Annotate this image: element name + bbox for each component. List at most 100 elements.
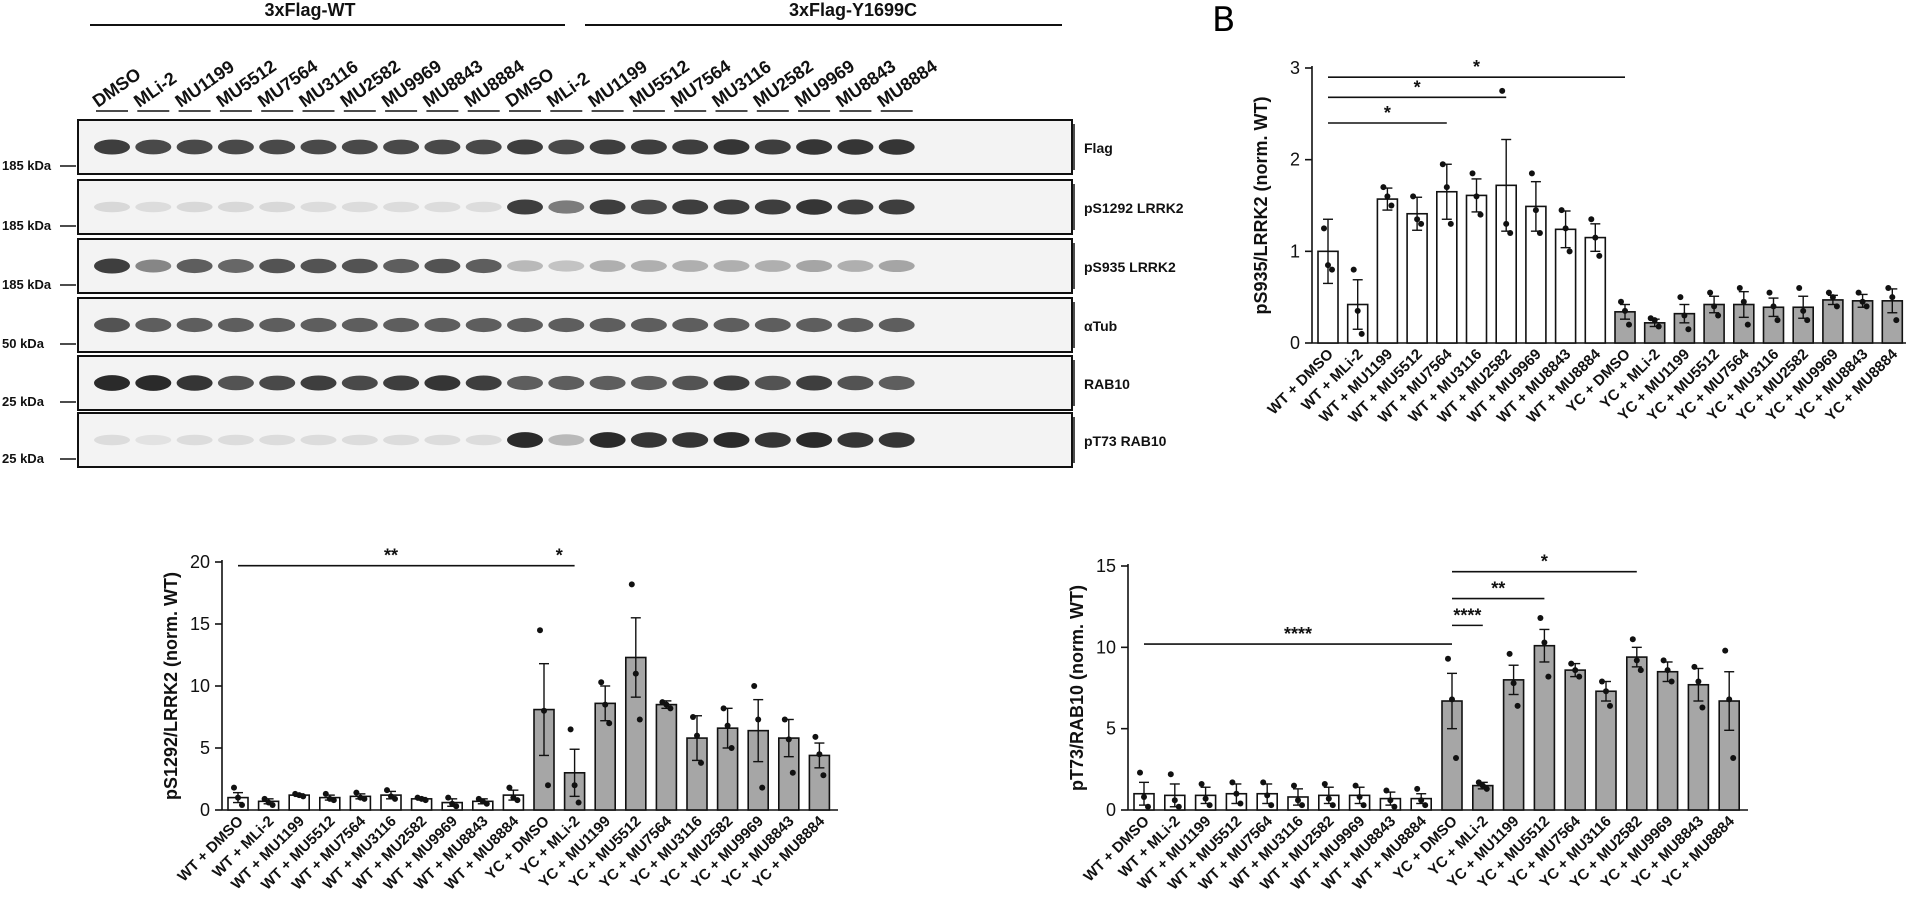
data-point [602, 701, 609, 708]
blot-band [878, 317, 915, 333]
blot-band [341, 434, 378, 446]
blot-band [259, 258, 296, 274]
data-point [1237, 800, 1244, 807]
data-point [755, 716, 762, 723]
data-point [1562, 225, 1569, 232]
data-point [1774, 317, 1781, 324]
data-point [1380, 184, 1387, 191]
blot-band [507, 432, 543, 448]
data-point [1503, 220, 1510, 227]
data-point [445, 794, 452, 801]
data-point [663, 701, 670, 708]
blot-band [796, 317, 833, 333]
blot-band [796, 432, 833, 448]
blot-band [878, 259, 915, 273]
data-point [1736, 285, 1743, 291]
marker-label: 50 kDa [2, 336, 45, 351]
row-label: pS1292 LRRK2 [1084, 200, 1184, 216]
data-point [1329, 802, 1336, 809]
data-point [1568, 660, 1575, 667]
y-tick-label: 0 [200, 800, 210, 820]
data-point [1145, 803, 1151, 810]
blot-band [94, 434, 130, 446]
blot-band [589, 432, 626, 448]
blot-band [341, 201, 378, 213]
blot-band [878, 432, 915, 448]
blot-band [754, 375, 791, 391]
significance-label: **** [1284, 624, 1312, 644]
marker-label: 185 kDa [2, 218, 52, 233]
data-point [1655, 323, 1662, 330]
data-point [1422, 802, 1429, 809]
data-point [1141, 793, 1147, 800]
data-point [1447, 220, 1454, 227]
blot-band [259, 434, 296, 446]
blot-band [630, 317, 667, 333]
blot-band [341, 139, 378, 155]
blot-band [548, 375, 585, 391]
data-point [1354, 307, 1361, 314]
blot-band [300, 139, 337, 155]
data-point [1206, 802, 1213, 809]
blot-band [383, 317, 420, 333]
data-point [1321, 225, 1327, 232]
blot-band [548, 139, 585, 155]
data-point [1566, 248, 1573, 255]
blot-band [176, 201, 213, 213]
data-point [1506, 650, 1513, 657]
blot-band [672, 375, 709, 391]
blot-band [135, 317, 172, 333]
blot-band [424, 201, 461, 213]
bar [1595, 690, 1617, 811]
data-point [1439, 161, 1446, 168]
data-point [1576, 673, 1583, 680]
blot-band [630, 375, 667, 391]
blot-band [94, 258, 130, 274]
bar [1822, 299, 1844, 344]
data-point [1572, 667, 1579, 674]
data-point [1514, 702, 1521, 709]
blot-band [754, 432, 791, 448]
data-point [537, 627, 543, 634]
data-point [1664, 667, 1671, 674]
data-point [1260, 779, 1267, 786]
data-point [1350, 266, 1357, 273]
data-point [1391, 803, 1398, 810]
data-point [1383, 787, 1390, 794]
data-point [1268, 802, 1275, 809]
blot-band [259, 139, 296, 155]
data-point [1660, 657, 1667, 664]
data-point [1532, 207, 1539, 214]
blot-band [589, 375, 626, 391]
data-point [1233, 790, 1240, 797]
data-point [1329, 266, 1335, 273]
data-point [1264, 792, 1271, 799]
data-point [1356, 793, 1363, 800]
data-point [1770, 303, 1777, 310]
panel-letter-b: B [1212, 0, 1236, 40]
data-point [392, 795, 398, 802]
data-point [1885, 285, 1892, 291]
data-point [1603, 688, 1609, 695]
data-point [483, 800, 490, 807]
y-tick-label: 20 [190, 552, 210, 572]
data-point [1299, 802, 1305, 809]
blot-band [135, 139, 172, 155]
data-point [1469, 170, 1476, 177]
y-tick-label: 15 [190, 614, 210, 634]
data-point [1499, 87, 1506, 94]
blot-band [796, 199, 833, 215]
blot-band [135, 259, 172, 273]
bar [1376, 198, 1399, 344]
blot-band [754, 317, 791, 333]
blot-band [424, 375, 461, 391]
data-point [1691, 663, 1698, 670]
group-label: 3xFlag-WT [264, 0, 355, 20]
blot-band [424, 258, 461, 274]
data-point [1599, 678, 1605, 685]
blot-band [548, 260, 585, 272]
data-point [694, 732, 700, 739]
blot-band [341, 375, 378, 391]
blot-band [589, 139, 626, 155]
